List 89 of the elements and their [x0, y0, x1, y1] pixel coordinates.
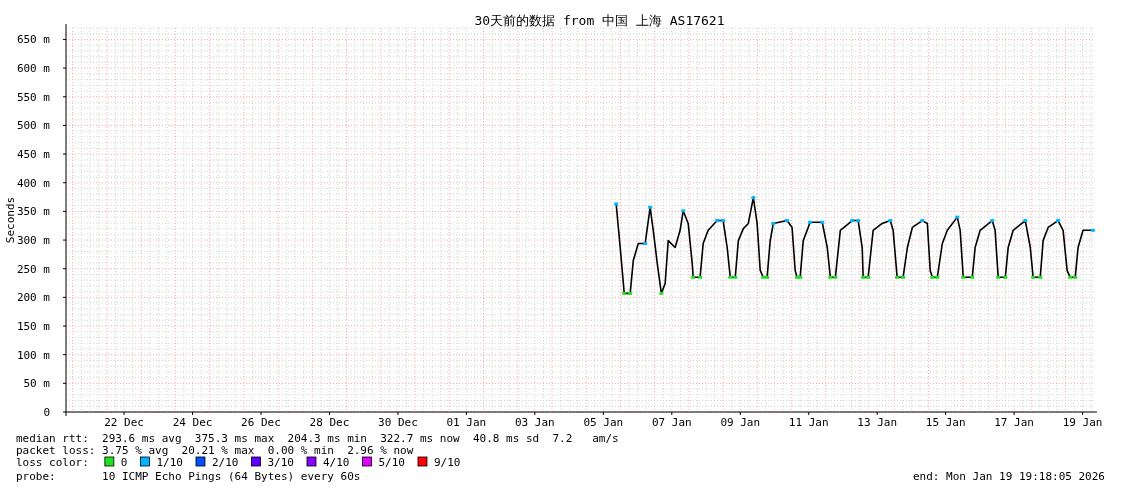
point [733, 275, 738, 279]
x-tick-label: 15 Jan [925, 416, 966, 429]
y-tick-label: 400 m [16, 176, 51, 190]
y-tick-label: 450 m [16, 148, 51, 162]
chart-title: 30天前的数据 from 中国 上海 AS17621 [474, 13, 725, 28]
point [691, 275, 696, 279]
y-tick-label: 250 m [16, 262, 51, 276]
point [1031, 275, 1036, 279]
text: probe: 10 ICMP Echo Pings (64 Bytes) every 60s [16, 470, 361, 483]
x-tick-label: 19 Jan [1062, 416, 1103, 429]
point [681, 209, 686, 213]
point [614, 202, 619, 206]
y-tick-label: 600 m [16, 62, 51, 76]
x-tick-label: 09 Jan [720, 416, 761, 429]
point [1068, 275, 1073, 279]
point [698, 275, 703, 279]
point [1056, 219, 1061, 223]
point [715, 219, 720, 223]
point [833, 275, 838, 279]
point [955, 215, 960, 219]
y-tick-label: 200 m [16, 291, 51, 305]
x-tick-label: 03 Jan [514, 416, 555, 429]
point [751, 196, 756, 200]
y-tick-label: 550 m [16, 90, 51, 104]
y-tick-label: 500 m [16, 119, 51, 133]
point [721, 219, 726, 223]
point [1073, 275, 1078, 279]
point [930, 275, 935, 279]
x-tick-label: 26 Dec [241, 416, 281, 429]
text: median rtt: 293.6 ms avg 375.3 ms max 204.3 ms min 322.7 ms now 40.8 ms sd 7.2 am/s [16, 432, 619, 445]
point [856, 219, 861, 223]
y-tick-label: 0 [43, 406, 50, 419]
x-tick-label: 07 Jan [651, 416, 692, 429]
y-tick-label: 150 m [16, 320, 51, 334]
point [1023, 219, 1028, 223]
text: packet loss: 3.75 % avg 20.21 % max 0.00 % min 2.96 % now [16, 444, 414, 457]
x-tick-label: 01 Jan [446, 416, 487, 429]
x-tick-label: 05 Jan [583, 416, 624, 429]
x-tick-label: 28 Dec [309, 416, 350, 429]
x-tick-label: 13 Jan [857, 416, 898, 429]
text: end: Mon Jan 19 19:18:05 2026 [912, 470, 1105, 483]
point [659, 291, 664, 295]
point [771, 221, 776, 225]
point [628, 291, 633, 295]
x-tick-label: 11 Jan [788, 416, 829, 429]
y-tick-label: 100 m [16, 348, 51, 362]
point [728, 275, 733, 279]
x-tick-label: 17 Jan [994, 416, 1034, 429]
legend-title: loss color: [16, 456, 89, 469]
legend-label: 2/10 [211, 456, 239, 469]
point [785, 219, 790, 223]
point [996, 275, 1001, 279]
point [1090, 228, 1095, 232]
x-tick-label: 30 Dec [378, 416, 418, 429]
point [961, 275, 966, 279]
legend-label: 9/10 [433, 456, 461, 469]
y-axis-title: Seconds [4, 196, 17, 244]
y-tick-label: 350 m [16, 205, 51, 219]
point [820, 220, 825, 224]
legend-label: 0 [120, 456, 128, 469]
point [622, 291, 627, 295]
point [1003, 275, 1008, 279]
y-tick-label: 300 m [16, 234, 51, 248]
point [808, 220, 813, 224]
point [765, 275, 770, 279]
legend-label: 3/10 [267, 456, 294, 469]
legend-label: 4/10 [322, 456, 350, 469]
point [828, 275, 833, 279]
legend-label: 1/10 [156, 456, 183, 469]
point [990, 219, 995, 223]
line-series [615, 196, 1094, 295]
x-tick-label: 24 Dec [172, 416, 213, 429]
legend-label: 5/10 [378, 456, 405, 469]
point [648, 205, 653, 209]
point [901, 275, 906, 279]
point [920, 219, 925, 223]
point [970, 275, 975, 279]
point [866, 275, 871, 279]
point [935, 275, 940, 279]
point [761, 275, 766, 279]
point [888, 219, 893, 223]
point [643, 242, 648, 245]
y-tick-label: 50 m [23, 377, 51, 391]
point [1038, 275, 1043, 279]
point [850, 219, 855, 223]
point [861, 275, 866, 279]
y-tick-label: 650 m [16, 33, 51, 47]
point [895, 275, 900, 279]
x-tick-label: 22 Dec [104, 416, 144, 429]
